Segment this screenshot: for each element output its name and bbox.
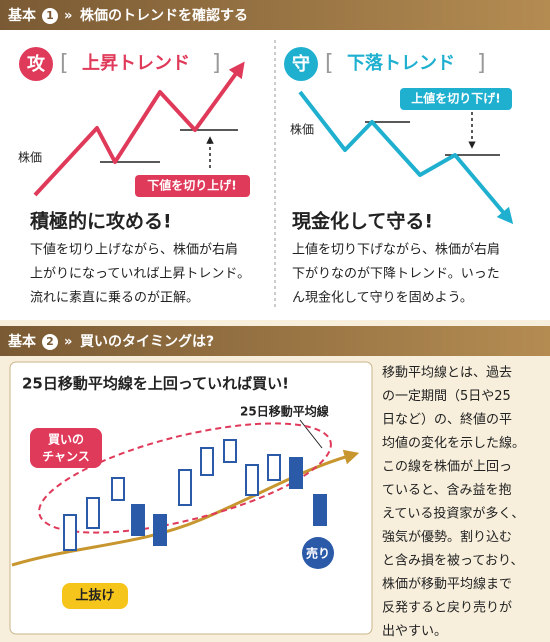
body-text: 上がりになっていれば上昇トレンド。 bbox=[30, 267, 250, 282]
bracket: ] bbox=[477, 51, 486, 76]
body-text: 上値を切り下げながら、株価が右肩 bbox=[292, 242, 500, 258]
candle bbox=[267, 454, 281, 481]
body-text: と含み損を被っており、 bbox=[382, 553, 523, 569]
candle bbox=[63, 514, 77, 551]
body-text: 強気が優勢。割り込む bbox=[382, 529, 512, 545]
body-text: ていると、含み益を抱 bbox=[382, 482, 511, 498]
candle bbox=[178, 469, 192, 506]
bracket: ] bbox=[212, 51, 221, 76]
candle bbox=[200, 447, 214, 476]
heading: 積極的に攻める! bbox=[30, 210, 172, 233]
sell-badge bbox=[302, 537, 334, 569]
icon bbox=[284, 47, 318, 81]
callout-text: 下値を切り上げ! bbox=[147, 178, 236, 193]
candle bbox=[131, 504, 145, 536]
badge: 基本 bbox=[8, 7, 37, 24]
axis-label: 株価 bbox=[290, 122, 314, 137]
body-text: えている投資家が多く、 bbox=[382, 506, 524, 522]
breakout-text: 上抜け bbox=[75, 588, 114, 604]
axis-label: 株価 bbox=[18, 150, 42, 165]
body-text: 均値の変化を示した線。 bbox=[382, 435, 525, 451]
body-text: この線を株価が上回っ bbox=[382, 459, 512, 475]
icon bbox=[19, 47, 53, 81]
body-text: 出やすい。 bbox=[382, 624, 447, 639]
icon-text: 守 bbox=[292, 53, 310, 75]
buy-callout bbox=[30, 428, 102, 468]
callout-text: 上値を切り下げ! bbox=[411, 91, 500, 106]
body-text: 下がりなのが下降トレンド。いった bbox=[292, 267, 500, 282]
section-header bbox=[0, 0, 550, 30]
heading: 現金化して守る! bbox=[292, 210, 433, 233]
number-circle bbox=[42, 334, 58, 350]
candle bbox=[111, 477, 125, 501]
body-text: 株価が移動平均線まで bbox=[382, 576, 512, 592]
buy-text: 買いの bbox=[48, 433, 84, 447]
candle bbox=[245, 464, 259, 496]
trend-line bbox=[33, 61, 245, 197]
candle bbox=[223, 439, 237, 463]
trend-line bbox=[298, 90, 514, 225]
candle bbox=[86, 497, 100, 529]
trend-label: 上昇トレンド bbox=[82, 53, 190, 74]
breakout-callout bbox=[62, 583, 128, 609]
body-text: 下値を切り上げながら、株価が右肩 bbox=[30, 242, 238, 258]
number-circle bbox=[42, 8, 58, 24]
body-text: 移動平均線とは、過去 bbox=[382, 365, 512, 381]
body-text: 日など）の、終値の平 bbox=[382, 412, 512, 428]
body-text: ん現金化して守りを固めよう。 bbox=[292, 290, 473, 306]
candle bbox=[289, 457, 303, 489]
body-text: 流れに素直に乗るのが正解。 bbox=[30, 291, 199, 306]
candle bbox=[153, 514, 167, 546]
buy-text: チャンス bbox=[42, 450, 90, 464]
candle bbox=[313, 494, 327, 526]
section-header bbox=[0, 326, 550, 356]
sell-text: 売り bbox=[306, 546, 330, 561]
callout bbox=[400, 88, 512, 110]
chevron: » bbox=[64, 9, 72, 24]
callout bbox=[135, 175, 250, 197]
body-text: 反発すると戻り売りが bbox=[382, 600, 512, 616]
icon-text: 攻 bbox=[27, 53, 46, 75]
number: 1 bbox=[46, 9, 54, 22]
badge: 基本 bbox=[8, 333, 37, 350]
number: 2 bbox=[46, 335, 54, 348]
ma-label: 25日移動平均線 bbox=[240, 404, 329, 419]
section-title: 買いのタイミングは? bbox=[80, 333, 214, 350]
bracket: [ bbox=[325, 51, 334, 76]
body-text: の一定期間（5日や25 bbox=[382, 389, 511, 404]
moving-average bbox=[11, 449, 360, 567]
chevron: » bbox=[64, 335, 72, 350]
bracket: [ bbox=[60, 51, 69, 76]
section-title: 株価のトレンドを確認する bbox=[80, 7, 248, 24]
trend-label: 下落トレンド bbox=[347, 53, 455, 74]
leader-line bbox=[299, 419, 323, 449]
chart-title: 25日移動平均線を上回っていれば買い! bbox=[22, 375, 289, 393]
buy-zone bbox=[38, 422, 332, 534]
